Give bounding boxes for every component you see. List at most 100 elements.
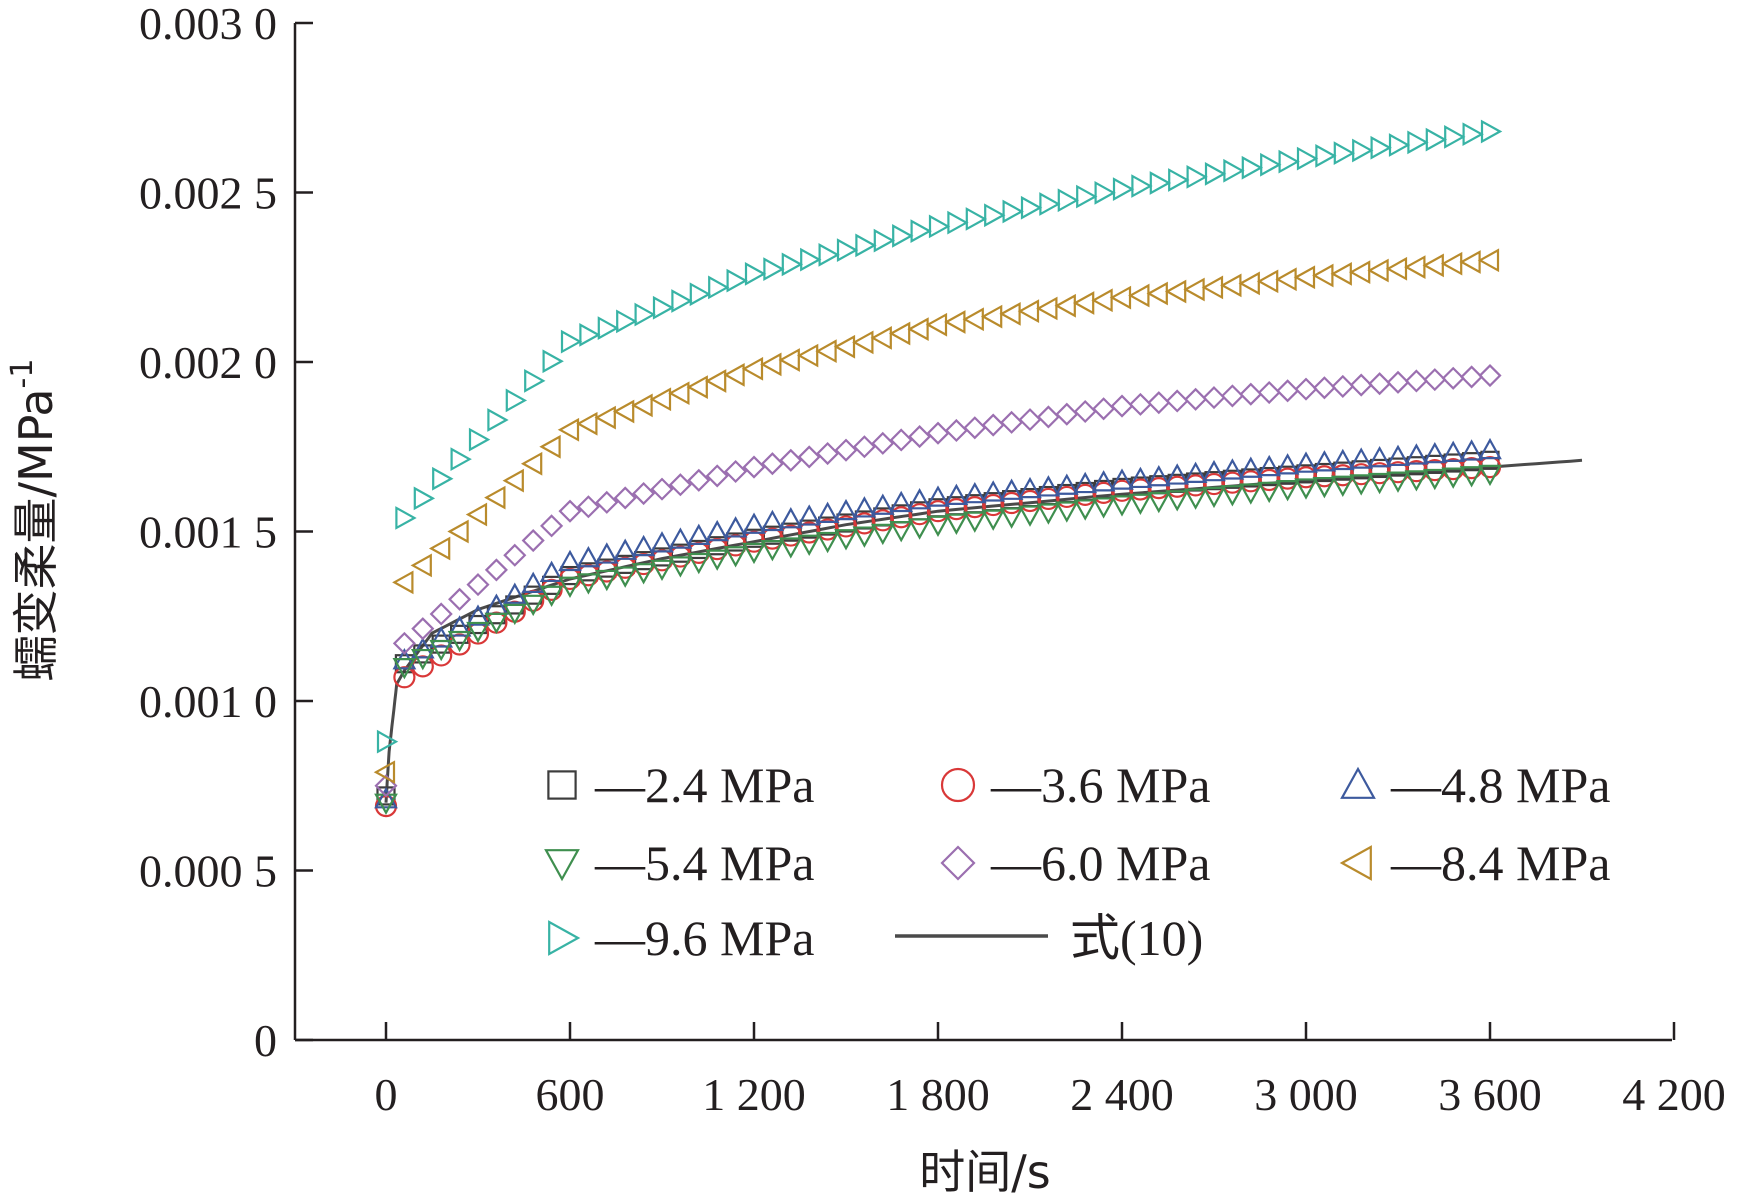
legend-swatch bbox=[940, 767, 976, 803]
data-point bbox=[1000, 491, 1023, 515]
data-point bbox=[429, 626, 454, 648]
data-point bbox=[778, 348, 800, 372]
data-point bbox=[1260, 152, 1282, 177]
x-tick-label: 1 200 bbox=[702, 1069, 806, 1120]
legend-label: —4.8 MPa bbox=[1390, 757, 1610, 813]
data-point bbox=[1073, 471, 1098, 494]
data-point bbox=[1294, 451, 1318, 473]
data-point bbox=[540, 578, 563, 601]
data-point bbox=[1091, 497, 1116, 519]
data-point bbox=[1221, 471, 1244, 494]
axes: 0 0.000 5 0.001 0 0.001 5 0.002 0 0.002 5 0.00… bbox=[139, 0, 1726, 1120]
series-9.6MPa bbox=[376, 119, 1503, 754]
data-point bbox=[1440, 251, 1463, 276]
data-point bbox=[594, 569, 619, 592]
data-point bbox=[797, 445, 821, 469]
data-point bbox=[1110, 495, 1134, 517]
data-point bbox=[1422, 253, 1444, 278]
data-point bbox=[1110, 468, 1134, 490]
data-point bbox=[1258, 468, 1281, 492]
data-point bbox=[1459, 250, 1481, 274]
data-point bbox=[944, 310, 966, 334]
y-tick-label: 0.002 0 bbox=[139, 337, 277, 388]
data-point bbox=[1184, 387, 1208, 411]
data-point bbox=[724, 459, 748, 484]
data-point bbox=[1275, 480, 1300, 502]
data-point bbox=[981, 509, 1006, 531]
data-point bbox=[744, 261, 767, 286]
data-point bbox=[503, 543, 527, 567]
data-point bbox=[1444, 125, 1466, 149]
data-point bbox=[450, 447, 472, 472]
data-point bbox=[1074, 483, 1097, 506]
data-point bbox=[926, 500, 950, 523]
data-point bbox=[796, 343, 819, 368]
legend-swatch bbox=[544, 849, 580, 882]
legend-swatch bbox=[1340, 766, 1376, 799]
data-point bbox=[981, 480, 1006, 502]
data-point bbox=[1202, 459, 1226, 482]
data-point bbox=[1202, 472, 1226, 496]
data-point bbox=[1422, 468, 1447, 491]
data-point bbox=[1165, 463, 1190, 485]
data-point bbox=[980, 304, 1003, 329]
data-point bbox=[1202, 486, 1226, 509]
data-point bbox=[852, 526, 877, 548]
data-point bbox=[558, 576, 582, 599]
legend-label: —2.4 MPa bbox=[594, 757, 814, 813]
data-point bbox=[855, 233, 877, 258]
y-tick-label: 0.001 5 bbox=[139, 507, 277, 558]
data-point bbox=[907, 488, 932, 510]
data-point bbox=[742, 542, 766, 565]
data-point bbox=[1238, 271, 1260, 296]
data-point bbox=[1128, 283, 1150, 308]
data-point bbox=[650, 477, 674, 501]
legend-entry: —5.4 MPa bbox=[544, 835, 814, 891]
data-point bbox=[1018, 476, 1042, 499]
data-point bbox=[428, 536, 451, 561]
data-point bbox=[797, 504, 822, 526]
data-point bbox=[539, 585, 564, 608]
data-point bbox=[613, 566, 638, 588]
data-point bbox=[1422, 441, 1447, 464]
data-point bbox=[1256, 269, 1279, 294]
data-point bbox=[1296, 146, 1319, 171]
data-point bbox=[579, 323, 601, 347]
data-point bbox=[815, 339, 837, 364]
data-point bbox=[1147, 391, 1171, 415]
data-point bbox=[1165, 389, 1189, 413]
data-point bbox=[686, 375, 708, 399]
data-point bbox=[981, 413, 1005, 437]
data-point bbox=[1404, 443, 1429, 465]
data-point bbox=[926, 485, 950, 507]
data-point bbox=[1257, 380, 1281, 405]
series-markers bbox=[373, 119, 1503, 818]
data-point bbox=[560, 329, 583, 354]
data-point bbox=[671, 289, 693, 313]
data-point bbox=[612, 399, 635, 424]
data-point bbox=[539, 434, 561, 459]
data-point bbox=[1239, 382, 1263, 406]
data-point bbox=[705, 519, 730, 542]
legend-label: 式(10) bbox=[1070, 910, 1203, 966]
data-point bbox=[742, 455, 766, 479]
data-point bbox=[521, 571, 546, 593]
data-point bbox=[889, 521, 914, 543]
data-point bbox=[910, 219, 932, 244]
data-point bbox=[1201, 275, 1224, 300]
data-point bbox=[870, 523, 895, 546]
data-point bbox=[1459, 439, 1484, 461]
data-point bbox=[818, 243, 840, 267]
data-point bbox=[889, 490, 914, 513]
data-point bbox=[466, 621, 490, 644]
data-point bbox=[668, 527, 693, 549]
data-point bbox=[1183, 461, 1208, 483]
data-point bbox=[908, 425, 932, 449]
data-point bbox=[632, 481, 656, 506]
data-point bbox=[1186, 165, 1208, 189]
data-point bbox=[634, 302, 656, 327]
data-point bbox=[466, 604, 490, 626]
data-point bbox=[1076, 184, 1098, 209]
data-point bbox=[392, 657, 417, 680]
